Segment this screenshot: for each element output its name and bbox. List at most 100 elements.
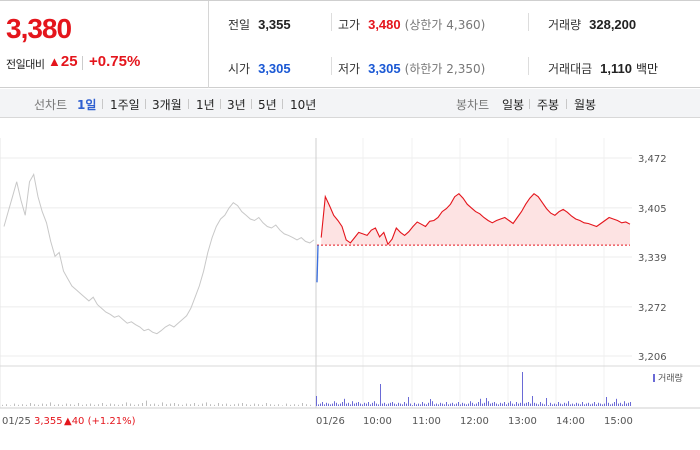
divider — [82, 56, 83, 70]
volume-bar — [330, 404, 331, 406]
volume-bar — [392, 402, 393, 406]
period-tab-bar: 선차트 1일 1주일 3개월 1년 3년 5년 10년 봉차트 일봉 주봉 월봉 — [0, 89, 700, 118]
volume-bar — [384, 402, 385, 406]
volume-bar — [166, 404, 167, 406]
volume-bar — [550, 402, 551, 406]
volume-bar — [242, 403, 243, 406]
volume-bar — [310, 404, 311, 406]
y-tick-label: 3,472 — [638, 154, 667, 165]
divider — [528, 13, 529, 31]
volume-bar — [290, 404, 291, 406]
volume-bar — [318, 404, 319, 406]
volume-bar — [294, 404, 295, 406]
volume-bar — [324, 404, 325, 406]
volume-bar — [434, 404, 435, 406]
tab-3month[interactable]: 3개월 — [152, 98, 182, 112]
volume-bar — [428, 402, 429, 406]
volume-bar — [394, 403, 395, 406]
volume-bar — [134, 404, 135, 406]
price-chart-svg: 3,472 3,405 3,339 3,272 3,206 거래량 01/26 10:00… — [0, 138, 700, 427]
tab-1day[interactable]: 1일 — [77, 98, 97, 112]
divider — [102, 99, 103, 109]
volume-bar — [110, 403, 111, 406]
volume-bar — [38, 404, 39, 406]
volume-bar — [626, 403, 627, 406]
volume-bar — [370, 404, 371, 406]
volume-bar — [374, 401, 375, 406]
tab-daily-candle[interactable]: 일봉 — [502, 98, 525, 112]
volume-bar — [512, 403, 513, 406]
volume-bar — [118, 404, 119, 406]
volume-bar — [250, 404, 251, 406]
volume-bar — [182, 404, 183, 406]
tab-1week[interactable]: 1주일 — [110, 98, 140, 112]
volume-bar — [328, 403, 329, 406]
tab-5year[interactable]: 5년 — [258, 98, 277, 112]
volume-bar — [350, 404, 351, 406]
tab-10year[interactable]: 10년 — [290, 98, 317, 112]
y-axis-ticks: 3,472 3,405 3,339 3,272 3,206 — [638, 154, 667, 363]
volume-bar — [222, 404, 223, 406]
volume-bar — [366, 403, 367, 406]
volume-bar — [420, 404, 421, 406]
volume-bar — [74, 404, 75, 406]
open-tick-line — [316, 245, 319, 283]
volume-bar — [390, 402, 391, 406]
volume-bar — [504, 402, 505, 406]
volume-bar — [162, 402, 163, 406]
amount-label: 거래대금 — [548, 62, 593, 76]
volume-bar — [574, 404, 575, 406]
x-tick-label: 11:00 — [412, 416, 441, 427]
tab-monthly-candle[interactable]: 월봉 — [574, 98, 597, 112]
volume-bar — [274, 404, 275, 406]
volume-bar — [520, 402, 521, 406]
volume-bar — [564, 402, 565, 406]
volume-bar — [354, 403, 355, 406]
volume-bar — [612, 403, 613, 406]
volume-label: 거래량 — [548, 18, 582, 32]
prev-day-series — [3, 172, 315, 335]
volume-bar — [286, 403, 287, 406]
volume-bar — [490, 403, 491, 406]
volume-bar — [408, 397, 409, 406]
volume-bar — [142, 403, 143, 406]
volume-bar — [488, 401, 489, 406]
volume-bar — [146, 400, 147, 406]
volume-bar — [570, 404, 571, 406]
x-tick-label: 14:00 — [556, 416, 585, 427]
volume-bar — [18, 404, 19, 406]
y-tick-label: 3,405 — [638, 204, 667, 215]
volume-bar — [6, 404, 7, 406]
volume-bar — [114, 404, 115, 406]
volume-bar — [536, 403, 537, 406]
volume-bar — [234, 404, 235, 406]
volume-bar — [58, 404, 59, 406]
volume-bar — [126, 402, 127, 406]
diff-label: 전일대비 — [6, 58, 45, 71]
chart-grid — [0, 138, 632, 408]
volume-bar — [578, 403, 579, 406]
volume-bar — [266, 403, 267, 406]
tab-weekly-candle[interactable]: 주봉 — [537, 98, 560, 112]
volume-bar — [552, 404, 553, 406]
volume-bar — [254, 403, 255, 406]
volume-bar — [170, 403, 171, 406]
volume-bar — [418, 403, 419, 406]
volume-bar — [544, 404, 545, 406]
volume-bar — [376, 403, 377, 406]
volume-bar — [508, 402, 509, 406]
volume-bar — [620, 402, 621, 406]
tab-3year[interactable]: 3년 — [227, 98, 246, 112]
x-tick-label: 13:00 — [508, 416, 537, 427]
tab-1year[interactable]: 1년 — [196, 98, 215, 112]
volume-bar — [278, 404, 279, 406]
price-chart[interactable]: 3,472 3,405 3,339 3,272 3,206 거래량 01/26 10:00… — [0, 118, 700, 450]
volume-bar — [566, 403, 567, 406]
volume-bar — [202, 403, 203, 406]
upper-limit: (상한가 4,360) — [404, 18, 486, 32]
volume-bar — [130, 403, 131, 406]
volume-bar — [78, 403, 79, 406]
volume-bar — [306, 404, 307, 406]
volume-bar — [604, 403, 605, 406]
divider — [251, 99, 252, 109]
